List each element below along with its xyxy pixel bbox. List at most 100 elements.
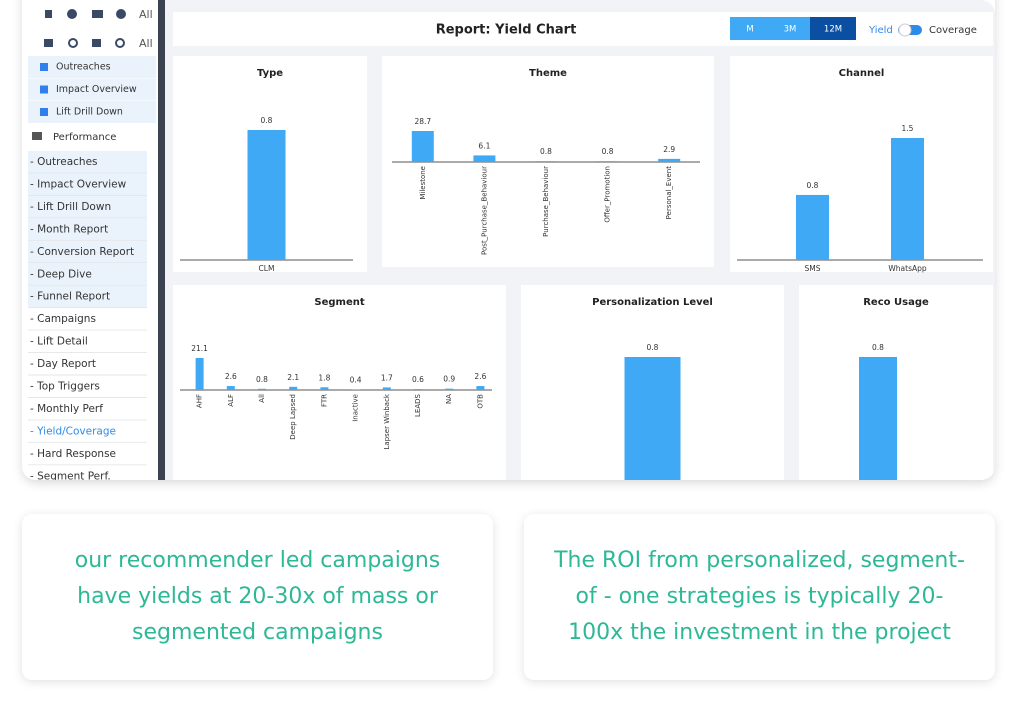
header-bar xyxy=(173,12,993,46)
chart-panel xyxy=(173,285,506,480)
bar xyxy=(289,386,298,390)
chart-title: Personalization Level xyxy=(592,297,713,308)
nav-section[interactable]: Performance xyxy=(53,132,116,143)
nav-bg xyxy=(28,285,147,308)
nav-bg xyxy=(28,195,147,218)
info-card: The ROI from personalized, segment-of - … xyxy=(524,514,995,680)
value-label: 1.8 xyxy=(318,373,330,382)
bar xyxy=(624,357,681,480)
value-label: 0.8 xyxy=(602,147,614,156)
nav-bg xyxy=(28,263,147,286)
bar xyxy=(796,194,829,260)
x-tick-label: Deep Lapsed xyxy=(289,394,297,440)
value-label: 0.4 xyxy=(350,375,362,384)
x-tick-label: Lapser Winback xyxy=(383,393,391,449)
nav-group[interactable]: Impact Overview xyxy=(56,84,137,95)
scrollbar xyxy=(158,0,165,480)
nav-group[interactable]: Lift Drill Down xyxy=(56,107,123,118)
nav-bg xyxy=(28,240,147,263)
nav-bg xyxy=(28,397,147,420)
period-button[interactable] xyxy=(770,17,810,40)
nav-item[interactable]: - Lift Detail xyxy=(30,336,88,348)
value-label: 6.1 xyxy=(478,141,490,150)
nav-group[interactable]: Outreaches xyxy=(56,62,111,73)
nav-item[interactable]: - Monthly Perf xyxy=(30,403,103,415)
x-tick-label: CLM xyxy=(259,264,275,273)
nav-item[interactable]: - Lift Drill Down xyxy=(30,201,111,213)
value-label: 1.5 xyxy=(902,124,914,133)
value-label: 2.1 xyxy=(287,373,299,382)
bar xyxy=(195,358,204,390)
screenshot: Report: Yield Chart All All Outreaches Im… xyxy=(22,0,995,482)
x-tick-label: ALF xyxy=(227,394,235,407)
value-label: 28.7 xyxy=(414,117,431,126)
nav-item[interactable]: - Funnel Report xyxy=(30,291,110,303)
x-tick-label: Personal_Event xyxy=(665,166,673,220)
nav-item[interactable]: - Campaigns xyxy=(30,313,96,325)
nav-item[interactable]: - Impact Overview xyxy=(30,178,127,190)
x-tick-label: Inactive xyxy=(352,394,360,422)
nav-bg xyxy=(28,375,147,398)
nav-item[interactable]: - Month Report xyxy=(30,223,108,235)
nav-item[interactable]: - Segment Perf. xyxy=(30,470,111,482)
filter-all[interactable]: All xyxy=(139,37,153,50)
chart-title: Reco Usage xyxy=(863,297,929,308)
chart-title: Theme xyxy=(529,68,567,79)
chart-title: Segment xyxy=(314,297,364,308)
nav-icon xyxy=(40,85,48,94)
bar xyxy=(247,130,286,260)
value-label: 0.8 xyxy=(540,147,552,156)
nav-item[interactable]: - Conversion Report xyxy=(30,246,134,258)
nav-icon xyxy=(40,108,48,116)
nav-bg xyxy=(28,218,147,241)
bar xyxy=(226,386,235,390)
nav-bg xyxy=(28,353,147,376)
nav-item[interactable]: - Top Triggers xyxy=(30,381,100,393)
filter-all[interactable]: All xyxy=(139,8,153,21)
value-label: 0.8 xyxy=(807,181,819,190)
toggle-right[interactable]: Coverage xyxy=(929,25,977,36)
nav-item[interactable]: - Day Report xyxy=(30,358,96,370)
x-tick-label: All xyxy=(258,394,266,403)
nav-bg xyxy=(28,330,147,353)
bar xyxy=(473,155,496,162)
x-tick-label: Milestone xyxy=(419,166,427,200)
value-label: 0.9 xyxy=(443,375,455,384)
period-label: 3M xyxy=(784,25,797,35)
nav-item[interactable]: - Outreaches xyxy=(30,156,98,168)
x-tick-label: WhatsApp xyxy=(888,264,927,273)
bar xyxy=(258,388,266,390)
value-label: 0.8 xyxy=(872,343,884,352)
nav-item[interactable]: - Hard Response xyxy=(30,448,116,460)
card-text: The ROI from personalized, segment-of - … xyxy=(554,548,965,645)
nav-item[interactable]: - Yield/Coverage xyxy=(30,425,116,437)
value-label: 0.8 xyxy=(647,343,659,352)
chart-title: Channel xyxy=(839,68,885,79)
bar xyxy=(411,131,434,162)
value-label: 2.6 xyxy=(225,372,237,381)
period-button[interactable] xyxy=(730,17,770,40)
bar xyxy=(414,389,422,390)
value-label: 0.8 xyxy=(256,375,268,384)
bar xyxy=(382,387,391,390)
nav-item[interactable]: - Deep Dive xyxy=(30,268,92,280)
card-text: our recommender led campaigns have yield… xyxy=(74,548,441,645)
bar xyxy=(859,357,897,480)
x-tick-label: Purchase_Behaviour xyxy=(542,166,550,237)
value-label: 2.9 xyxy=(663,145,675,154)
value-label: 0.6 xyxy=(412,375,424,384)
period-label: M xyxy=(746,25,753,35)
chart-title: Type xyxy=(257,68,283,79)
toggle-left[interactable]: Yield xyxy=(868,25,893,36)
bar xyxy=(891,138,924,260)
value-label: 0.8 xyxy=(261,116,273,125)
nav-bg xyxy=(28,308,147,331)
bar xyxy=(535,161,557,162)
section-icon xyxy=(32,132,42,140)
period-button[interactable] xyxy=(810,17,856,40)
x-tick-label: AHF xyxy=(196,394,204,408)
nav-bg xyxy=(28,465,147,480)
nav-bg xyxy=(28,173,147,196)
bar xyxy=(445,388,454,390)
